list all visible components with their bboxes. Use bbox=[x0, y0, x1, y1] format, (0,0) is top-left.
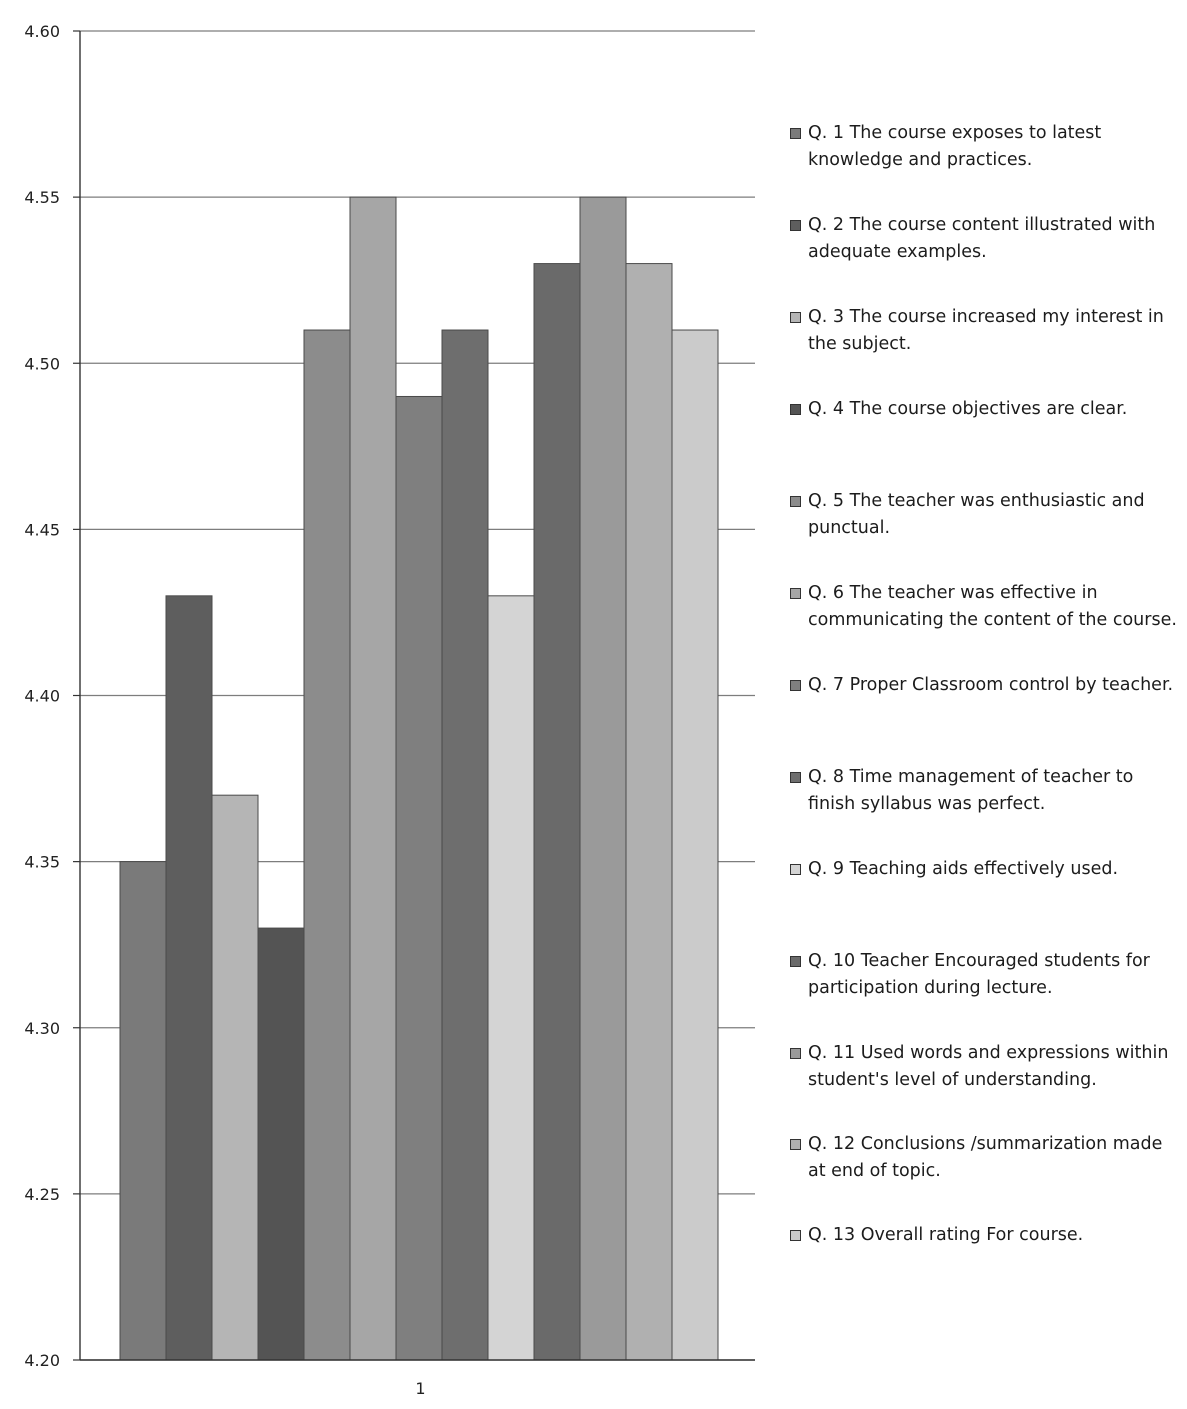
legend-item-q12: Q. 12 Conclusions /summarization made at… bbox=[788, 1131, 1180, 1185]
legend-label: Q. 5 The teacher was enthusiastic and pu… bbox=[808, 491, 1145, 538]
bar-q11 bbox=[579, 196, 627, 1361]
legend-label: Q. 3 The course increased my interest in… bbox=[808, 307, 1164, 354]
legend-label: Q. 7 Proper Classroom control by teacher… bbox=[808, 675, 1174, 695]
bar-q2 bbox=[165, 595, 213, 1361]
y-tick-label: 4.30 bbox=[24, 1019, 60, 1038]
legend-label: Q. 10 Teacher Encouraged students for pa… bbox=[808, 951, 1150, 998]
bar-q1 bbox=[119, 861, 167, 1361]
y-tick-label: 4.25 bbox=[24, 1185, 60, 1204]
legend-swatch bbox=[790, 1139, 801, 1150]
legend-label: Q. 6 The teacher was effective in commun… bbox=[808, 583, 1177, 630]
legend-swatch bbox=[790, 680, 801, 691]
legend-swatch bbox=[790, 128, 801, 139]
y-tick-label: 4.55 bbox=[24, 188, 60, 207]
axes bbox=[73, 30, 755, 1361]
legend-item-q2: Q. 2 The course content illustrated with… bbox=[788, 212, 1180, 266]
legend-swatch bbox=[790, 956, 801, 967]
legend-label: Q. 13 Overall rating For course. bbox=[808, 1225, 1084, 1245]
bar-q12 bbox=[625, 263, 673, 1361]
legend-item-q3: Q. 3 The course increased my interest in… bbox=[788, 304, 1180, 358]
legend-item-q4: Q. 4 The course objectives are clear. bbox=[788, 396, 1180, 423]
bar-q6 bbox=[349, 196, 397, 1361]
legend-swatch bbox=[790, 772, 801, 783]
legend-item-q8: Q. 8 Time management of teacher to finis… bbox=[788, 764, 1180, 818]
legend-label: Q. 2 The course content illustrated with… bbox=[808, 215, 1156, 262]
y-tick-labels: 4.20 4.25 4.30 4.35 4.40 4.45 4.50 4.55 4.60 bbox=[24, 22, 60, 1370]
bar-q10 bbox=[533, 263, 581, 1361]
legend-swatch bbox=[790, 1048, 801, 1059]
legend-swatch bbox=[790, 496, 801, 507]
legend-item-q1: Q. 1 The course exposes to latest knowle… bbox=[788, 120, 1180, 174]
legend-label: Q. 8 Time management of teacher to finis… bbox=[808, 767, 1134, 814]
bar-q7 bbox=[395, 395, 443, 1361]
y-tick-label: 4.60 bbox=[24, 22, 60, 41]
legend-label: Q. 1 The course exposes to latest knowle… bbox=[808, 123, 1102, 170]
bar-q8 bbox=[441, 329, 489, 1361]
bar-q13 bbox=[671, 329, 719, 1361]
bar-q4 bbox=[257, 927, 305, 1361]
legend-item-q9: Q. 9 Teaching aids effectively used. bbox=[788, 856, 1180, 883]
y-tick-label: 4.45 bbox=[24, 520, 60, 539]
bar-q3 bbox=[211, 794, 259, 1361]
legend-label: Q. 12 Conclusions /summarization made at… bbox=[808, 1134, 1163, 1181]
legend-item-q5: Q. 5 The teacher was enthusiastic and pu… bbox=[788, 488, 1180, 542]
legend-item-q7: Q. 7 Proper Classroom control by teacher… bbox=[788, 672, 1180, 699]
y-tick-label: 4.20 bbox=[24, 1351, 60, 1370]
bars bbox=[119, 196, 719, 1361]
x-tick-labels: 1 bbox=[415, 1379, 425, 1398]
bar-q9 bbox=[487, 595, 535, 1361]
x-tick-label: 1 bbox=[415, 1379, 425, 1398]
legend-item-q13: Q. 13 Overall rating For course. bbox=[788, 1222, 1180, 1249]
legend-item-q6: Q. 6 The teacher was effective in commun… bbox=[788, 580, 1180, 634]
legend-label: Q. 9 Teaching aids effectively used. bbox=[808, 859, 1119, 879]
legend-item-q11: Q. 11 Used words and expressions within … bbox=[788, 1040, 1180, 1094]
y-tick-label: 4.35 bbox=[24, 853, 60, 872]
legend-label: Q. 4 The course objectives are clear. bbox=[808, 399, 1128, 419]
legend-swatch bbox=[790, 312, 801, 323]
bar-q5 bbox=[303, 329, 351, 1361]
legend: Q. 1 The course exposes to latest knowle… bbox=[788, 0, 1180, 1409]
y-tick-label: 4.50 bbox=[24, 354, 60, 373]
y-tick-label: 4.40 bbox=[24, 687, 60, 706]
legend-swatch bbox=[790, 1230, 801, 1241]
legend-swatch bbox=[790, 404, 801, 415]
legend-swatch bbox=[790, 588, 801, 599]
legend-swatch bbox=[790, 220, 801, 231]
legend-item-q10: Q. 10 Teacher Encouraged students for pa… bbox=[788, 948, 1180, 1002]
legend-label: Q. 11 Used words and expressions within … bbox=[808, 1043, 1169, 1090]
legend-swatch bbox=[790, 864, 801, 875]
